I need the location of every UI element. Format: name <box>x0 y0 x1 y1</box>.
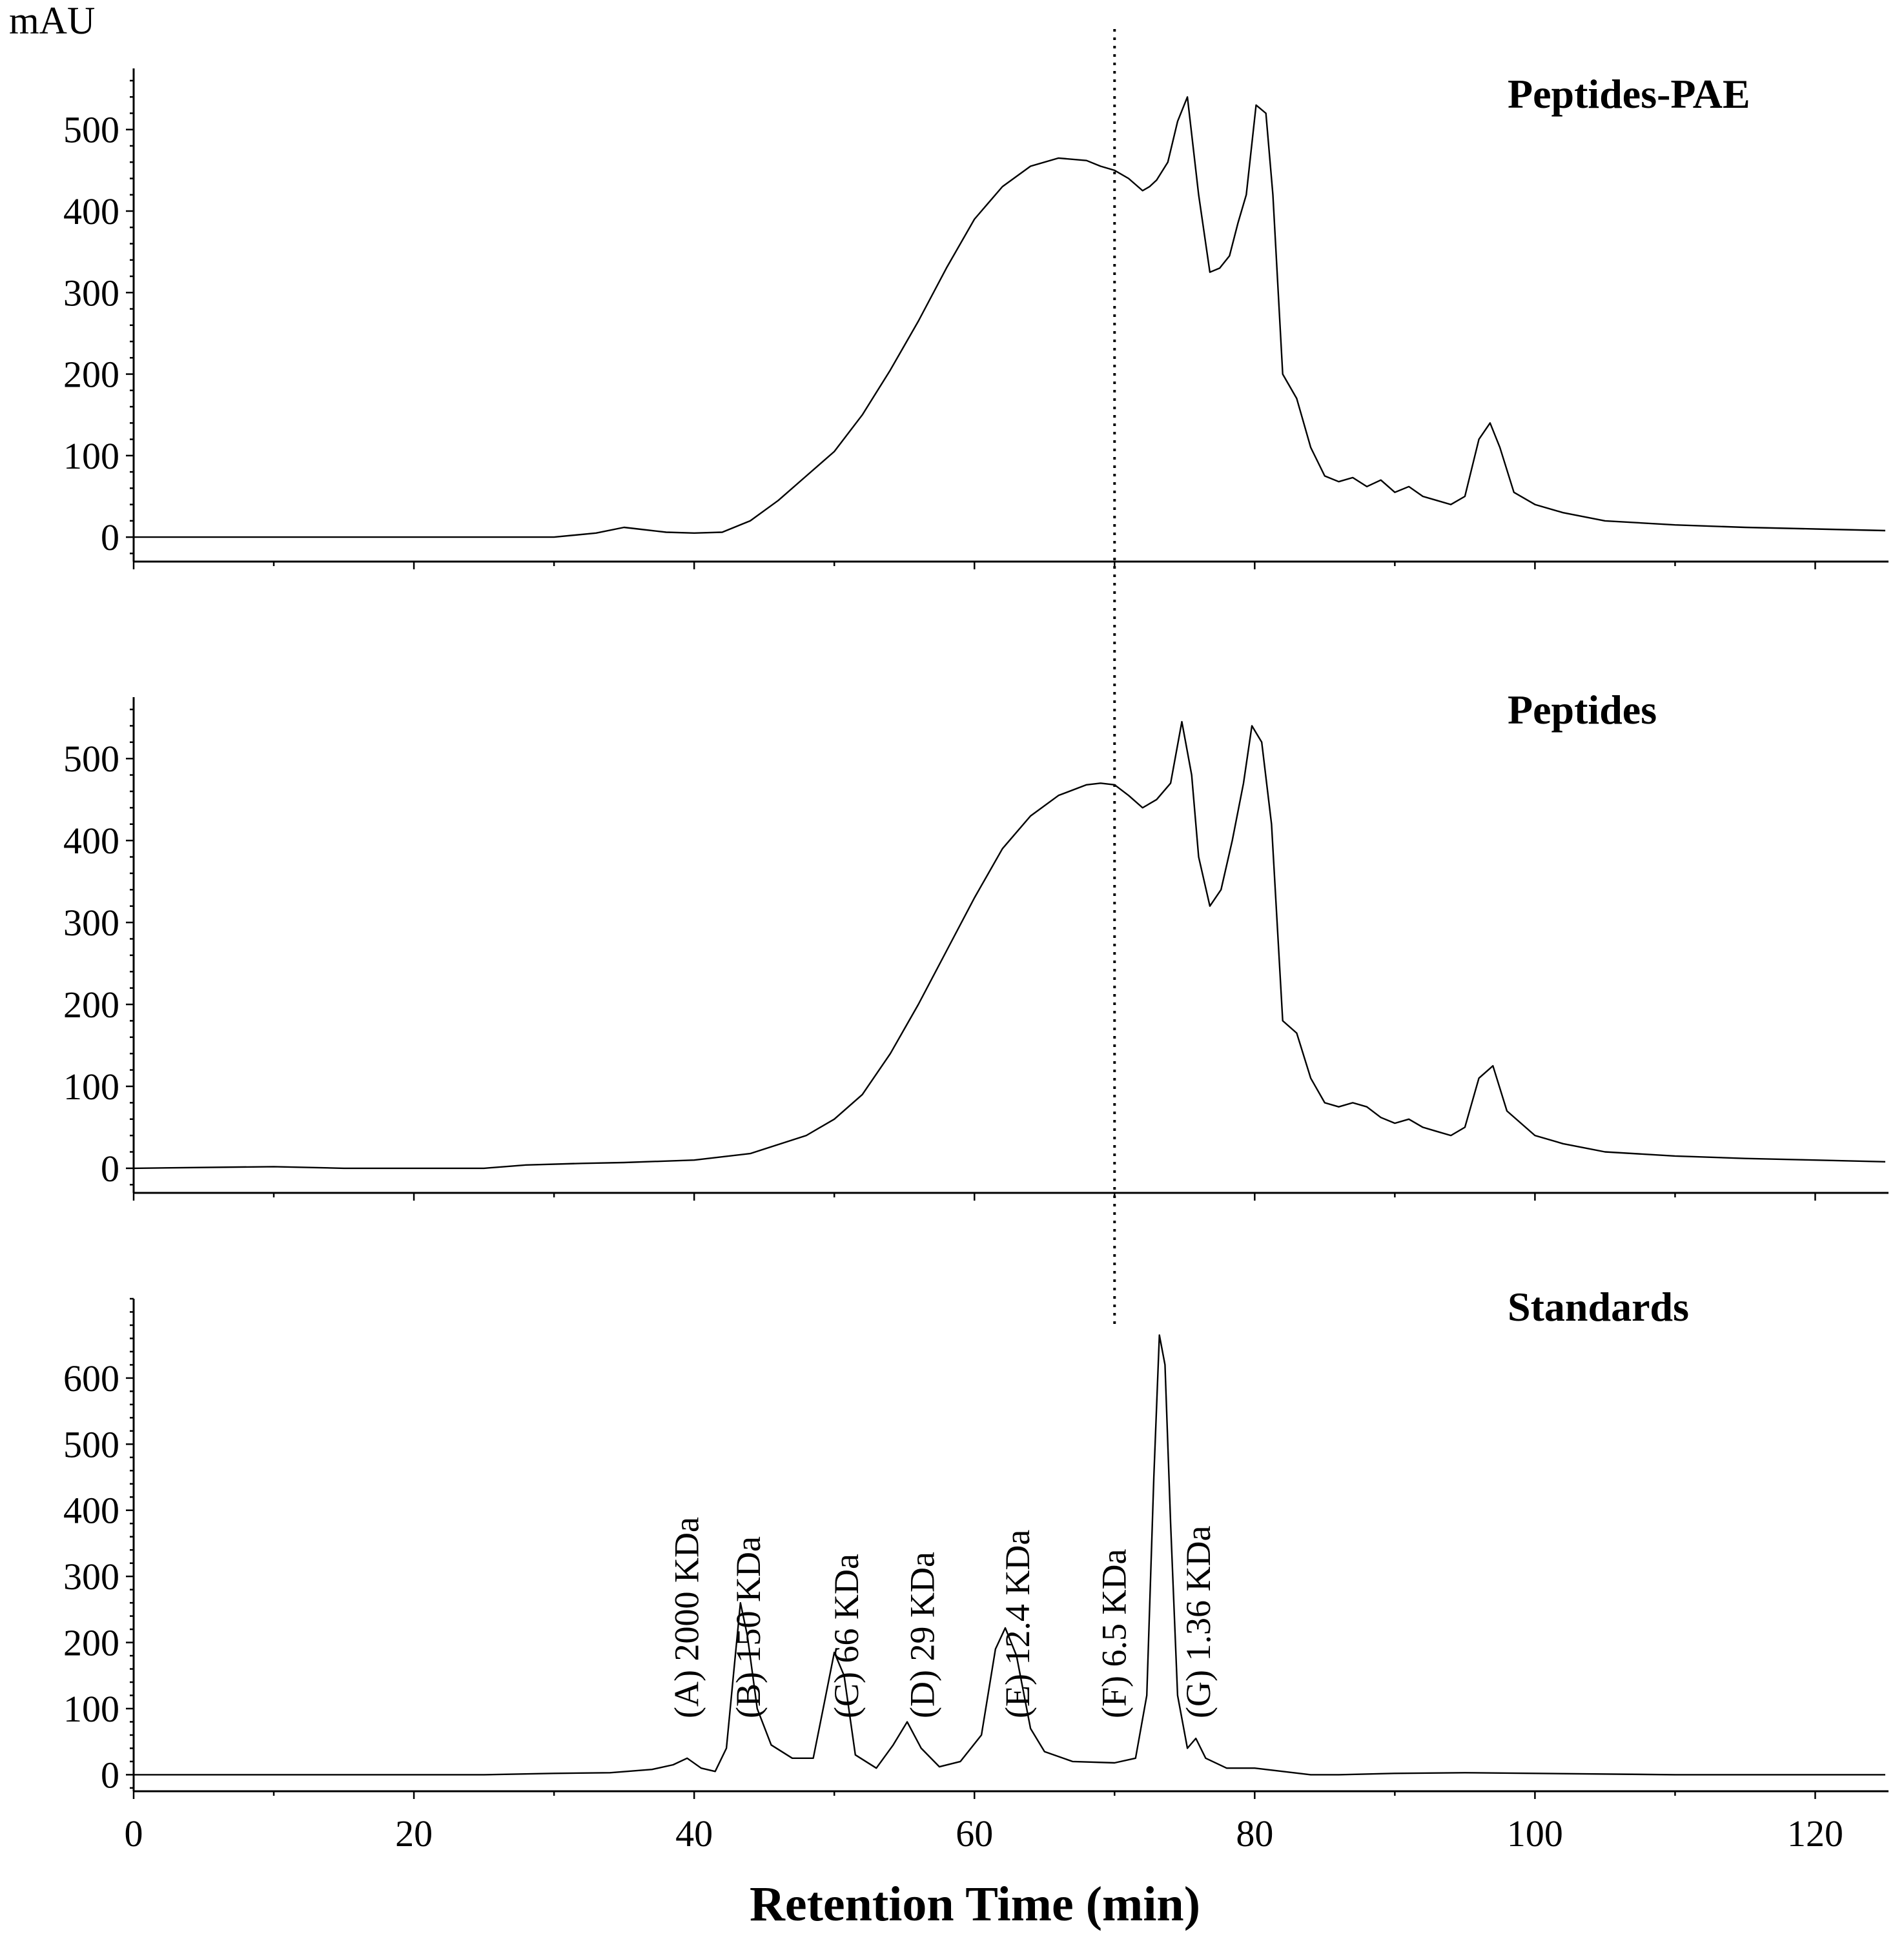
y-axis-unit-label: mAU <box>9 0 95 42</box>
panel-peptides-pae: Peptides-PAE 0 100 200 300 400 500 <box>63 68 1889 569</box>
y-tick-label-peptides-pae: 100 <box>63 435 119 477</box>
trace-peptides-pae <box>134 96 1886 538</box>
panel-title-standards: Standards <box>1508 1284 1689 1330</box>
y-tick-label-peptides-pae: 200 <box>63 354 119 396</box>
y-tick-label-standards: 100 <box>63 1688 119 1730</box>
y-tick-label-standards: 500 <box>63 1423 119 1465</box>
y-tick-label-peptides-pae: 300 <box>63 272 119 314</box>
panel-standards: Standards 0 100 200 300 400 500 600 (A) 2000 KD… <box>63 1284 1889 1799</box>
x-tick-label: 120 <box>1787 1813 1843 1855</box>
panel-peptides: Peptides 0 100 200 300 400 500 <box>63 687 1889 1201</box>
trace-peptides <box>133 720 1886 1170</box>
y-tick-label-standards: 300 <box>63 1556 119 1598</box>
x-tick-label: 80 <box>1236 1813 1273 1855</box>
x-tick-label: 0 <box>125 1813 143 1855</box>
peak-annotation-g-1-36-kda: (G) 1.36 KDa <box>1179 1526 1218 1718</box>
y-tick-label-standards: 200 <box>63 1622 119 1664</box>
y-tick-label-peptides: 200 <box>63 984 119 1026</box>
x-axis-title: Retention Time (min) <box>750 1877 1200 1931</box>
peak-annotation-d-29-kda: (D) 29 KDa <box>903 1552 941 1718</box>
peak-annotation-a-2000-kda: (A) 2000 KDa <box>668 1517 706 1718</box>
peak-annotation-c-66-kda: (C) 66 KDa <box>827 1554 866 1718</box>
y-tick-label-peptides-pae: 400 <box>63 190 119 232</box>
y-tick-label-standards: 0 <box>101 1754 119 1796</box>
y-tick-label-peptides: 400 <box>63 820 119 862</box>
x-tick-label: 40 <box>675 1813 713 1855</box>
peak-annotation-b-150-kda: (B) 150 KDa <box>729 1536 768 1718</box>
y-tick-label-peptides: 100 <box>63 1066 119 1108</box>
y-tick-label-peptides-pae: 0 <box>101 516 119 558</box>
y-tick-label-peptides-pae: 500 <box>63 109 119 151</box>
panel-title-peptides-pae: Peptides-PAE <box>1508 71 1750 117</box>
x-tick-label: 60 <box>956 1813 993 1855</box>
y-tick-label-peptides: 300 <box>63 902 119 944</box>
y-tick-label-standards: 600 <box>63 1357 119 1399</box>
peak-annotation-e-12-4-kda: (E) 12.4 KDa <box>998 1530 1037 1718</box>
panel-title-peptides: Peptides <box>1508 687 1657 733</box>
y-tick-label-peptides: 0 <box>101 1148 119 1190</box>
peak-annotation-f-6-5-kda: (F) 6.5 KDa <box>1095 1549 1134 1718</box>
y-tick-label-peptides: 500 <box>63 738 119 780</box>
y-tick-label-standards: 400 <box>63 1490 119 1532</box>
x-axis: 0 20 40 60 80 100 120 <box>125 1813 1843 1855</box>
trace-standards <box>134 1334 1885 1776</box>
x-tick-label: 100 <box>1507 1813 1563 1855</box>
x-tick-label: 20 <box>395 1813 433 1855</box>
